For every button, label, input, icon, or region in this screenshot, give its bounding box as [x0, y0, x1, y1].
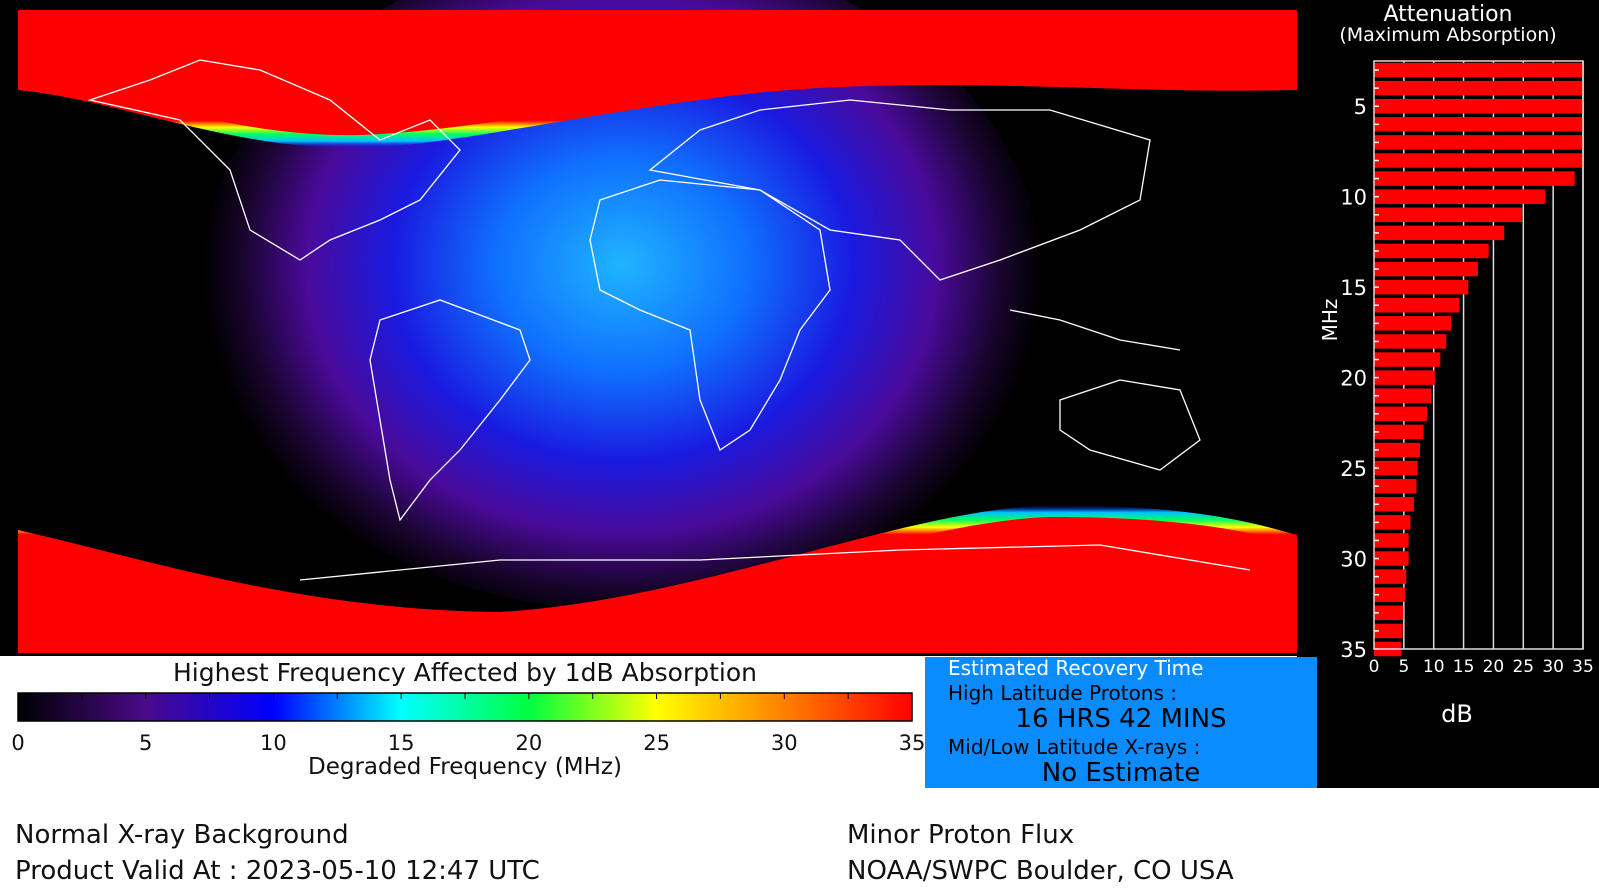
plot-frame [1373, 60, 1584, 650]
attenuation-bar [1374, 352, 1441, 367]
colorbar-tick-label: 10 [260, 731, 287, 755]
attenuation-bar [1374, 117, 1583, 132]
xray-status: Normal X-ray Background [15, 820, 349, 850]
mid-low-latitude-value: No Estimate [1041, 758, 1201, 788]
attenuation-bar [1374, 515, 1411, 530]
attenuation-bar [1374, 298, 1460, 313]
attenuation-bar [1374, 533, 1409, 548]
attenuation-bar [1374, 442, 1420, 458]
colorbar-tick-label: 35 [899, 731, 926, 755]
y-tick-label: 15 [1340, 276, 1367, 300]
attenuation-bar [1374, 171, 1575, 186]
x-tick-label: 15 [1453, 657, 1475, 677]
attenuation-bar [1374, 334, 1447, 349]
high-latitude-label: High Latitude Protons : [948, 681, 1177, 705]
attenuation-bar [1374, 261, 1478, 277]
y-tick-label: 20 [1340, 367, 1367, 391]
attenuation-bar [1374, 316, 1452, 331]
y-tick-label: 10 [1340, 186, 1367, 210]
absorption-map-image [18, 0, 1297, 653]
attenuation-bar [1374, 279, 1469, 295]
attenuation-bar [1374, 388, 1432, 403]
attenuation-bar [1374, 98, 1583, 114]
x-tick-label: 30 [1542, 657, 1564, 677]
colorbar-title: Highest Frequency Affected by 1dB Absorp… [173, 658, 757, 687]
attenuation-bar [1374, 135, 1583, 150]
attenuation-bar [1374, 189, 1546, 204]
attenuation-bar [1374, 551, 1409, 566]
colorbar-tick-label: 30 [771, 731, 798, 755]
chart-subtitle: (Maximum Absorption) [1339, 24, 1557, 46]
colorbar-axis-label: Degraded Frequency (MHz) [308, 754, 622, 780]
y-tick-label: 35 [1340, 638, 1367, 662]
attenuation-bar [1374, 605, 1404, 621]
x-tick-label: 5 [1398, 657, 1409, 677]
proton-status: Minor Proton Flux [847, 820, 1075, 850]
attenuation-bar [1374, 406, 1428, 422]
recovery-title: Estimated Recovery Time [948, 656, 1204, 680]
x-tick-label: 0 [1369, 657, 1380, 677]
dayside-absorption-region [202, 0, 1042, 610]
attenuation-bar [1374, 587, 1406, 602]
colorbar-tick-label: 25 [643, 731, 670, 755]
colorbar-legend [0, 656, 925, 788]
recovery-time-box: Estimated Recovery Time High Latitude Pr… [925, 656, 1317, 788]
colorbar-tick-label: 20 [515, 731, 542, 755]
x-tick-label: 20 [1483, 657, 1505, 677]
chart-title: Attenuation [1383, 2, 1513, 27]
colorbar-tick-label: 15 [388, 731, 415, 755]
colorbar-tick-label: 5 [139, 731, 152, 755]
product-valid-time: Product Valid At : 2023-05-10 12:47 UTC [15, 856, 540, 886]
attenuation-bar [1374, 424, 1424, 440]
attenuation-bar [1374, 207, 1523, 223]
colorbar-tick-label: 0 [11, 731, 24, 755]
x-tick-label: 25 [1512, 657, 1534, 677]
attenuation-bar [1374, 623, 1403, 639]
colorbar: 0 5 10 15 20 25 30 35 [11, 692, 926, 755]
absorption-map [0, 0, 1297, 656]
source-credit: NOAA/SWPC Boulder, CO USA [847, 856, 1234, 886]
attenuation-bar [1374, 243, 1489, 259]
y-axis-label: MHz [1318, 299, 1342, 342]
coastlines [87, 59, 1251, 581]
attenuation-bar [1374, 370, 1435, 385]
y-tick-label: 25 [1340, 457, 1367, 481]
attenuation-bar [1374, 225, 1505, 241]
attenuation-bar [1374, 478, 1417, 494]
x-tick-label: 35 [1572, 657, 1594, 677]
attenuation-bar [1374, 569, 1407, 584]
y-tick-label: 5 [1354, 95, 1367, 119]
attenuation-bar [1374, 80, 1583, 96]
y-tick-label: 30 [1340, 548, 1367, 572]
attenuation-bar [1374, 153, 1583, 168]
high-latitude-value: 16 HRS 42 MINS [1015, 704, 1227, 734]
x-axis-label: dB [1441, 700, 1473, 728]
mid-low-latitude-label: Mid/Low Latitude X-rays : [948, 735, 1201, 759]
attenuation-bar [1374, 497, 1415, 512]
attenuation-bar [1374, 460, 1418, 476]
attenuation-bar [1374, 62, 1583, 78]
x-tick-label: 10 [1423, 657, 1445, 677]
